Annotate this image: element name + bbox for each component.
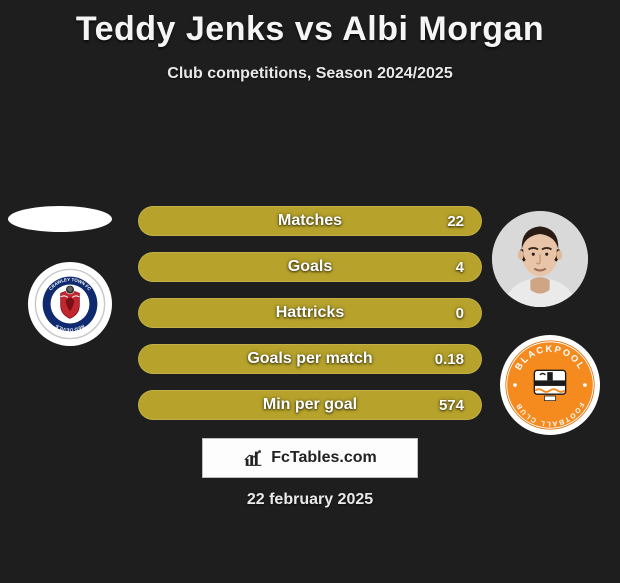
stat-bar-label: Hattricks bbox=[138, 298, 482, 328]
stat-bar-value: 0 bbox=[456, 298, 464, 328]
stat-bar: Goals4 bbox=[138, 252, 482, 282]
stat-bar-value: 574 bbox=[439, 390, 464, 420]
stat-bar-label: Goals bbox=[138, 252, 482, 282]
stat-bar-label: Min per goal bbox=[138, 390, 482, 420]
player-left-placeholder bbox=[8, 206, 112, 232]
stat-bar-label: Matches bbox=[138, 206, 482, 236]
team-left-badge: CRAWLEY TOWN FC RED DEVILS bbox=[28, 262, 112, 346]
stat-bar-value: 4 bbox=[456, 252, 464, 282]
stat-bar: Matches22 bbox=[138, 206, 482, 236]
bar-chart-icon bbox=[243, 447, 265, 469]
stat-bar: Goals per match0.18 bbox=[138, 344, 482, 374]
player-avatar-icon bbox=[492, 211, 588, 307]
stat-bar-value: 22 bbox=[447, 206, 464, 236]
page-subtitle: Club competitions, Season 2024/2025 bbox=[0, 65, 620, 83]
team-right-badge: BLACKPOOL FOOTBALL CLUB bbox=[500, 335, 600, 435]
stat-bars: Matches22 Goals4 Hattricks0 Goals per match… bbox=[138, 206, 482, 436]
crawley-town-badge-icon: CRAWLEY TOWN FC RED DEVILS bbox=[34, 268, 106, 340]
blackpool-badge-icon: BLACKPOOL FOOTBALL CLUB bbox=[504, 339, 596, 431]
stat-bar: Min per goal574 bbox=[138, 390, 482, 420]
brand-text: FcTables.com bbox=[271, 449, 377, 467]
page-title: Teddy Jenks vs Albi Morgan bbox=[0, 0, 620, 49]
comparison-canvas: CRAWLEY TOWN FC RED DEVILS bbox=[0, 83, 620, 583]
stat-bar: Hattricks0 bbox=[138, 298, 482, 328]
snapshot-date: 22 february 2025 bbox=[0, 491, 620, 509]
brand-box: FcTables.com bbox=[202, 438, 418, 478]
stat-bar-value: 0.18 bbox=[435, 344, 464, 374]
player-right-avatar bbox=[492, 211, 588, 307]
stat-bar-label: Goals per match bbox=[138, 344, 482, 374]
